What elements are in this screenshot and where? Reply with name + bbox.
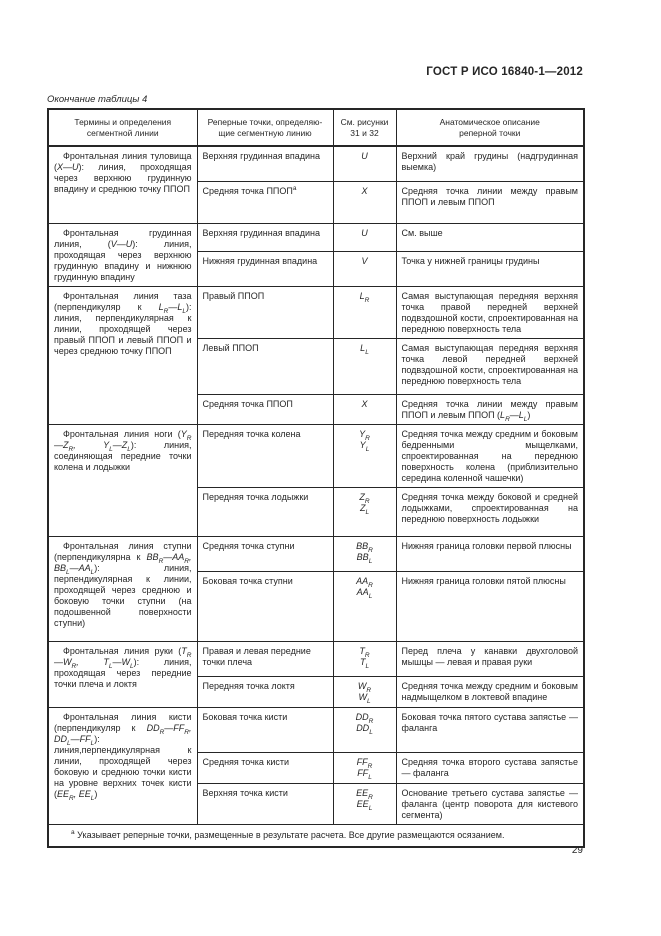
table-row: Фронтальная линия ступни (перпендикулярн… [47, 535, 585, 642]
point-cell: Боковая точка кисти [196, 706, 334, 753]
point-cell: Верхняя грудинная впадина [196, 222, 334, 252]
table-row: Фронтальная линия таза (перпендикуляр к … [47, 285, 585, 425]
point-cell: Правая и левая передние точки плеча [196, 640, 334, 677]
term-cell: Фронтальная линия туловища (X—U): линия,… [47, 145, 198, 224]
desc-cell: Точка у нижней границы грудины [395, 250, 585, 287]
table-row: Нижняя грудинная впадина V Точка у нижне… [48, 250, 585, 287]
table-row: Левый ППОП LL Самая выступающая передняя… [48, 337, 585, 395]
table-footnote: a Указывает реперные точки, размещенные … [47, 823, 585, 848]
point-cell: Верхняя точка кисти [196, 782, 334, 825]
desc-cell: См. выше [395, 222, 585, 252]
symbol-cell: FFR FFL [332, 751, 397, 784]
desc-cell: Самая выступающая передняя верхняя точка… [395, 285, 585, 339]
term-cell: Фронтальная линия кисти (перпендикуляр к… [47, 706, 198, 825]
point-cell: Левый ППОП [196, 337, 334, 395]
table-row: Передняя точка лодыжки ZR ZL Средняя точк… [48, 486, 585, 537]
page-number: 29 [571, 845, 583, 856]
table-caption: Окончание таблицы 4 [47, 94, 148, 105]
point-cell: Средняя точка ППОПa [196, 180, 334, 224]
table-row: Фронтальная грудинная линия, (V—U): лини… [47, 222, 585, 287]
symbol-cell: YR YL [332, 423, 397, 488]
symbol-cell: X [332, 180, 397, 224]
desc-cell: Средняя точка между средним и боковым бе… [395, 423, 585, 488]
header-row: Термины и определения сегментной линии Р… [47, 108, 585, 147]
term-cell: Фронтальная линия ступни (перпендикулярн… [47, 535, 198, 642]
header-figures: См. рисунки 31 и 32 [332, 108, 397, 147]
table-row: Боковая точка ступни AAR AAL Нижняя грани… [48, 570, 585, 642]
symbol-cell: X [332, 393, 397, 425]
table-row: Фронтальная линия кисти (перпендикуляр к… [47, 706, 585, 825]
desc-cell: Средняя точка между боковой и средней ло… [395, 486, 585, 537]
header-points: Реперные точки, определяю- щие сегментну… [196, 108, 334, 147]
point-cell: Нижняя грудинная впадина [196, 250, 334, 287]
segment-lines-table: Термины и определения сегментной линии Р… [47, 108, 585, 848]
desc-cell: Перед плеча у канавки двухголовой мышцы … [395, 640, 585, 677]
point-cell: Средняя точка ППОП [196, 393, 334, 425]
table-row: Передняя точка локтя WR WL Средняя точка … [48, 675, 585, 708]
footnote-row: a Указывает реперные точки, размещенные … [47, 823, 585, 848]
header-description: Анатомическое описание реперной точки [395, 108, 585, 147]
point-cell: Передняя точка колена [196, 423, 334, 488]
table-row: Фронтальная линия ноги (YR—ZR, YL—ZL): л… [47, 423, 585, 537]
table-row: Средняя точка ППОПa X Средняя точка лини… [48, 180, 585, 224]
desc-cell: Основание третьего сустава запястье — фа… [395, 782, 585, 825]
point-cell: Правый ППОП [196, 285, 334, 339]
point-cell: Передняя точка локтя [196, 675, 334, 708]
term-cell: Фронтальная линия ноги (YR—ZR, YL—ZL): л… [47, 423, 198, 537]
table-row: Фронтальная линия туловища (X—U): линия,… [47, 145, 585, 224]
header-terms: Термины и определения сегментной линии [47, 108, 198, 147]
desc-cell: Самая выступающая передняя верхняя точка… [395, 337, 585, 395]
desc-cell: Средняя точка линии между правым ППОП и … [395, 180, 585, 224]
symbol-cell: ZR ZL [332, 486, 397, 537]
desc-cell: Боковая точка пятого сустава запястье — … [395, 706, 585, 753]
term-cell: Фронтальная грудинная линия, (V—U): лини… [47, 222, 198, 287]
doc-number: ГОСТ Р ИСО 16840-1—2012 [426, 66, 583, 78]
symbol-cell: U [332, 145, 397, 182]
desc-cell: Нижняя граница головки пятой плюсны [395, 570, 585, 642]
symbol-cell: WR WL [332, 675, 397, 708]
point-cell: Средняя точка кисти [196, 751, 334, 784]
point-cell: Верхняя грудинная впадина [196, 145, 334, 182]
desc-cell: Верхний край грудины (надгрудинная выемк… [395, 145, 585, 182]
desc-cell: Нижняя граница головки первой плюсны [395, 535, 585, 572]
desc-cell: Средняя точка линии между правым ППОП и … [395, 393, 585, 425]
desc-cell: Средняя точка между средним и боковым на… [395, 675, 585, 708]
table-row: Фронтальная линия руки (TR—WR, TL—WL): л… [47, 640, 585, 708]
desc-cell: Средняя точка второго сустава запястье —… [395, 751, 585, 784]
symbol-cell: V [332, 250, 397, 287]
symbol-cell: AAR AAL [332, 570, 397, 642]
point-cell: Средняя точка ступни [196, 535, 334, 572]
symbol-cell: U [332, 222, 397, 252]
symbol-cell: BBR BBL [332, 535, 397, 572]
symbol-cell: EER EEL [332, 782, 397, 825]
term-cell: Фронтальная линия таза (перпендикуляр к … [47, 285, 198, 425]
symbol-cell: TR TL [332, 640, 397, 677]
point-cell: Передняя точка лодыжки [196, 486, 334, 537]
symbol-cell: DDR DDL [332, 706, 397, 753]
symbol-cell: LL [332, 337, 397, 395]
point-cell: Боковая точка ступни [196, 570, 334, 642]
table-row: Средняя точка кисти FFR FFL Средняя точка… [48, 751, 585, 784]
term-cell: Фронтальная линия руки (TR—WR, TL—WL): л… [47, 640, 198, 708]
symbol-cell: LR [332, 285, 397, 339]
